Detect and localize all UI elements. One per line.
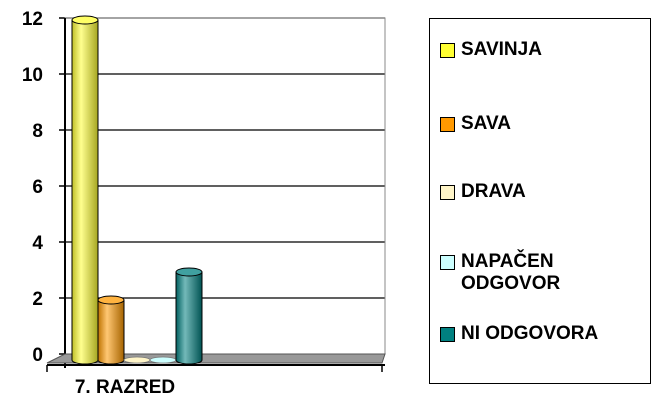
legend-label: DRAVA <box>461 181 526 202</box>
legend-label: NAPAČEN ODGOVOR <box>461 251 561 294</box>
gridlines <box>65 17 385 299</box>
bar-sava <box>97 295 125 365</box>
y-tick-label: 12 <box>22 9 43 30</box>
bars <box>71 15 203 365</box>
legend-label: SAVINJA <box>461 39 542 60</box>
legend-label: NI ODGOVORA <box>461 323 599 344</box>
bar-napačen-odgovor <box>149 356 177 364</box>
legend-item: NI ODGOVORA <box>440 323 598 345</box>
legend-swatch <box>440 327 455 342</box>
legend-item: SAVINJA <box>440 39 542 61</box>
y-tick-label: 2 <box>32 289 43 310</box>
x-category-label: 7. RAZRED <box>75 377 175 398</box>
y-tick-label: 4 <box>32 233 43 254</box>
legend-item: DRAVA <box>440 181 526 203</box>
legend-swatch <box>440 185 455 200</box>
legend-label: SAVA <box>461 113 511 134</box>
legend-swatch <box>440 43 455 58</box>
bar-ni-odgovora <box>175 267 203 365</box>
bar-drava <box>123 356 151 364</box>
axis-labels: 0 2 4 6 8 10 12 7. RAZRED <box>22 9 175 398</box>
y-tick-label: 0 <box>32 345 43 366</box>
legend-item: SAVA <box>440 113 511 135</box>
legend-swatch <box>440 117 455 132</box>
legend: SAVINJA SAVA DRAVA NAPAČEN ODGOVOR NI ODGOVO… <box>429 18 651 384</box>
legend-item: NAPAČEN ODGOVOR <box>440 251 560 295</box>
y-tick-label: 10 <box>22 65 43 86</box>
y-tick-label: 8 <box>32 121 43 142</box>
bar-savinja <box>71 15 99 365</box>
y-tick-label: 6 <box>32 177 43 198</box>
legend-swatch <box>440 255 455 270</box>
